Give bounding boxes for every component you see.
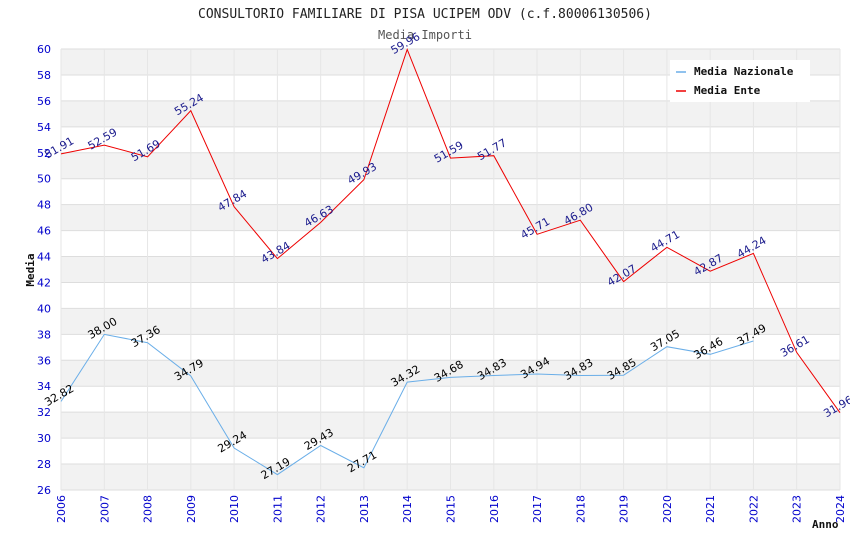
y-tick-label: 28: [37, 458, 51, 471]
data-label: 36.61: [778, 333, 812, 360]
y-tick-label: 46: [37, 225, 51, 238]
x-tick-label: 2023: [791, 495, 804, 523]
data-label: 44.71: [648, 228, 682, 255]
series-line-media-nazionale: [60, 333, 754, 476]
y-tick-label: 34: [37, 380, 51, 393]
data-label: 52.59: [86, 126, 120, 153]
y-tick-label: 26: [37, 484, 51, 497]
x-tick-label: 2020: [661, 495, 674, 523]
y-tick-label: 60: [37, 43, 51, 56]
x-tick-label: 2024: [834, 495, 847, 523]
x-tick-label: 2022: [747, 495, 760, 523]
x-tick-label: 2019: [618, 495, 631, 523]
x-tick-label: 2007: [98, 495, 111, 523]
x-tick-label: 2008: [142, 495, 155, 523]
x-tick-label: 2011: [271, 495, 284, 523]
y-tick-label: 52: [37, 147, 51, 160]
y-tick-label: 36: [37, 354, 51, 367]
x-tick-label: 2009: [185, 495, 198, 523]
data-label: 36.46: [692, 335, 726, 362]
legend-label-media-nazionale: Media Nazionale: [694, 65, 794, 78]
legend-background: [670, 60, 810, 102]
y-tick-label: 32: [37, 406, 51, 419]
legend: Media Nazionale Media Ente: [670, 60, 810, 102]
y-tick-label: 56: [37, 95, 51, 108]
y-tick-label: 44: [37, 251, 51, 264]
x-axis-label: Anno: [812, 518, 839, 531]
y-axis-ticks: 26 28 30 32 34 36 38 40 42 44 46 48 50 52 54 56 58 60: [37, 43, 51, 497]
y-tick-label: 38: [37, 328, 51, 341]
y-tick-label: 48: [37, 199, 51, 212]
series-lines: [60, 48, 841, 476]
y-tick-label: 30: [37, 432, 51, 445]
chart-subtitle: Media Importi: [378, 28, 472, 42]
x-tick-label: 2012: [315, 495, 328, 523]
chart-title: CONSULTORIO FAMILIARE DI PISA UCIPEM ODV…: [198, 7, 652, 22]
x-tick-label: 2015: [445, 495, 458, 523]
x-tick-label: 2017: [531, 495, 544, 523]
x-tick-label: 2018: [574, 495, 587, 523]
legend-label-media-ente: Media Ente: [694, 84, 761, 97]
grid-lines: [60, 48, 841, 491]
x-tick-label: 2014: [401, 495, 414, 523]
x-tick-label: 2013: [358, 495, 371, 523]
y-tick-label: 42: [37, 276, 51, 289]
x-axis-ticks: 2006 2007 2008 2009 2010 2011 2012 2013 2014 2015…: [55, 495, 847, 523]
y-tick-label: 50: [37, 173, 51, 186]
x-tick-label: 2021: [704, 495, 717, 523]
x-tick-label: 2006: [55, 495, 68, 523]
x-tick-label: 2016: [488, 495, 501, 523]
y-tick-label: 54: [37, 121, 51, 134]
x-tick-label: 2010: [228, 495, 241, 523]
series-line-media-ente: [60, 48, 841, 413]
y-tick-label: 40: [37, 302, 51, 315]
y-axis-label: Media: [24, 253, 37, 286]
y-tick-label: 58: [37, 69, 51, 82]
